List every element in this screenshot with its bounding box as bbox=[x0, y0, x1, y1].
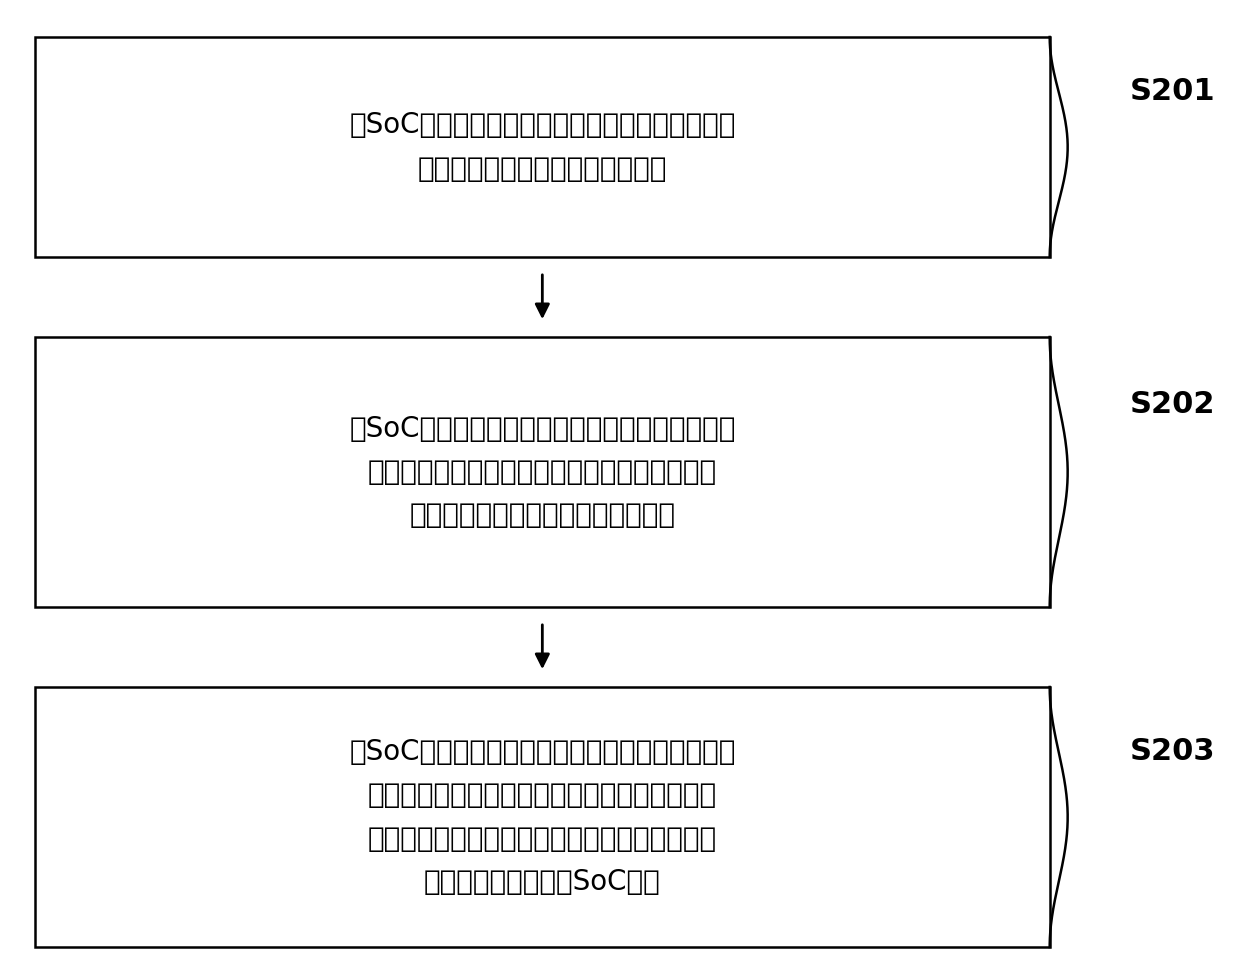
Bar bbox=[35, 337, 1050, 607]
Text: S203: S203 bbox=[1130, 738, 1215, 767]
Bar bbox=[35, 37, 1050, 257]
Text: 源SoC节点的片内互连结构根据访问地址与片内互
连结构扩展单元接口的对应关系，确定与访问地
址对应的片内互连结构扩展单元接口: 源SoC节点的片内互连结构根据访问地址与片内互 连结构扩展单元接口的对应关系，确… bbox=[350, 414, 735, 530]
Text: 源SoC节点的片内互连结构根据上述确定的片内互
连结构扩展单元接口，将访问请求通过片内互连
结构扩展单元发送到片间互连结构，并通过片间
互连结构发送到目的SoC: 源SoC节点的片内互连结构根据上述确定的片内互 连结构扩展单元接口，将访问请求通… bbox=[350, 738, 735, 896]
Bar bbox=[35, 687, 1050, 947]
Text: 源SoC节点的片内互连结构接收第一设备发送的访
问请求，访问请求中携带访问地址: 源SoC节点的片内互连结构接收第一设备发送的访 问请求，访问请求中携带访问地址 bbox=[350, 111, 735, 183]
Text: S202: S202 bbox=[1130, 390, 1215, 419]
Text: S201: S201 bbox=[1130, 77, 1215, 106]
